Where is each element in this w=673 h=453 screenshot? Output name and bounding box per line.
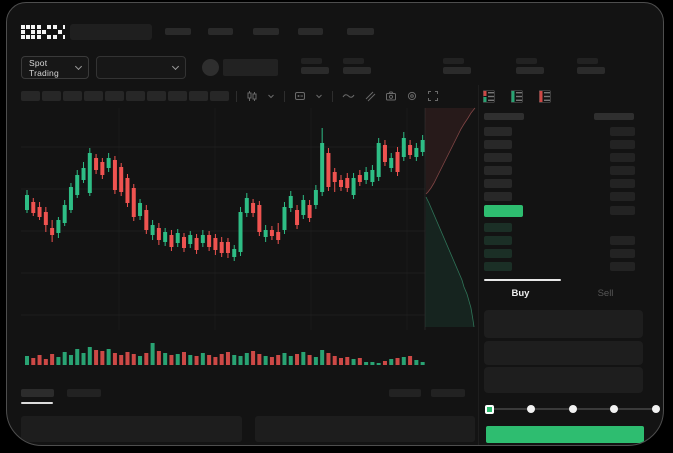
panel-divider <box>478 85 479 445</box>
timeframe-button[interactable] <box>189 91 208 101</box>
fullscreen-icon[interactable] <box>427 90 439 102</box>
nav-item[interactable] <box>208 28 233 35</box>
line-wave-icon[interactable] <box>342 90 355 102</box>
bottom-tab-underline <box>21 402 53 404</box>
timeframe-button[interactable] <box>63 91 82 101</box>
chart-toolbar-icons <box>236 89 439 103</box>
total-input[interactable] <box>484 367 643 393</box>
chevron-down-icon[interactable] <box>315 92 323 100</box>
amount-input[interactable] <box>484 341 643 365</box>
nav-item[interactable] <box>347 28 374 35</box>
orderbook-col-header-price <box>484 113 524 120</box>
bottom-right-control-2[interactable] <box>431 389 465 397</box>
active-tab-indicator <box>484 279 561 281</box>
timeframe-button[interactable] <box>84 91 103 101</box>
last-price-amount <box>610 206 635 215</box>
timeframe-button[interactable] <box>168 91 187 101</box>
market-type-label: Spot Trading <box>29 57 59 78</box>
bottom-panel-right <box>255 416 475 442</box>
book-asks-icon[interactable] <box>539 90 551 103</box>
bottom-tab-active[interactable] <box>21 389 54 397</box>
settings-icon[interactable] <box>406 90 418 102</box>
logo-adjacent-placeholder <box>70 24 152 40</box>
candles-icon[interactable] <box>246 90 258 102</box>
slider-stop[interactable] <box>652 405 660 413</box>
draw-lines-icon[interactable] <box>364 90 376 102</box>
slider-stop[interactable] <box>568 405 577 413</box>
price-input[interactable] <box>484 310 643 338</box>
pair-selector-dropdown[interactable] <box>96 56 186 79</box>
last-price-highlight[interactable] <box>484 205 523 217</box>
chevron-down-icon <box>171 62 180 71</box>
buy-submit-button[interactable] <box>486 426 644 443</box>
timeframe-button[interactable] <box>105 91 124 101</box>
pair-name-placeholder <box>223 59 278 76</box>
timeframe-button[interactable] <box>21 91 40 101</box>
app-window: Spot Trading <box>6 2 664 446</box>
slider-stop[interactable] <box>526 405 535 413</box>
sell-tab-label: Sell <box>597 287 614 299</box>
timeframe-button[interactable] <box>147 91 166 101</box>
price-chart-svg <box>21 107 476 365</box>
chevron-down-icon <box>74 62 83 71</box>
slider-stop[interactable] <box>610 405 619 413</box>
orderbook-view-toggles <box>483 90 551 103</box>
book-split-icon[interactable] <box>483 90 495 103</box>
indicator-box-icon[interactable] <box>294 90 306 102</box>
nav-item[interactable] <box>165 28 191 35</box>
buy-tab-label: Buy <box>511 287 530 299</box>
bottom-panel-left <box>21 416 242 442</box>
chevron-down-icon[interactable] <box>267 92 275 100</box>
nav-item[interactable] <box>298 28 323 35</box>
market-type-dropdown[interactable]: Spot Trading <box>21 56 89 79</box>
timeframe-button[interactable] <box>210 91 229 101</box>
book-bids-icon[interactable] <box>511 90 523 103</box>
timeframe-button[interactable] <box>42 91 61 101</box>
slider-stop-selected[interactable] <box>484 404 494 414</box>
bottom-right-control-1[interactable] <box>389 389 421 397</box>
okx-logo[interactable] <box>21 25 65 39</box>
camera-icon[interactable] <box>385 90 397 102</box>
bottom-tab-inactive[interactable] <box>67 389 101 397</box>
tab-buy[interactable]: Buy <box>478 283 563 303</box>
tab-sell[interactable]: Sell <box>563 283 648 303</box>
timeframe-button[interactable] <box>126 91 145 101</box>
pair-avatar[interactable] <box>202 59 219 76</box>
nav-item[interactable] <box>253 28 279 35</box>
orderbook-col-header-amount <box>594 113 634 120</box>
